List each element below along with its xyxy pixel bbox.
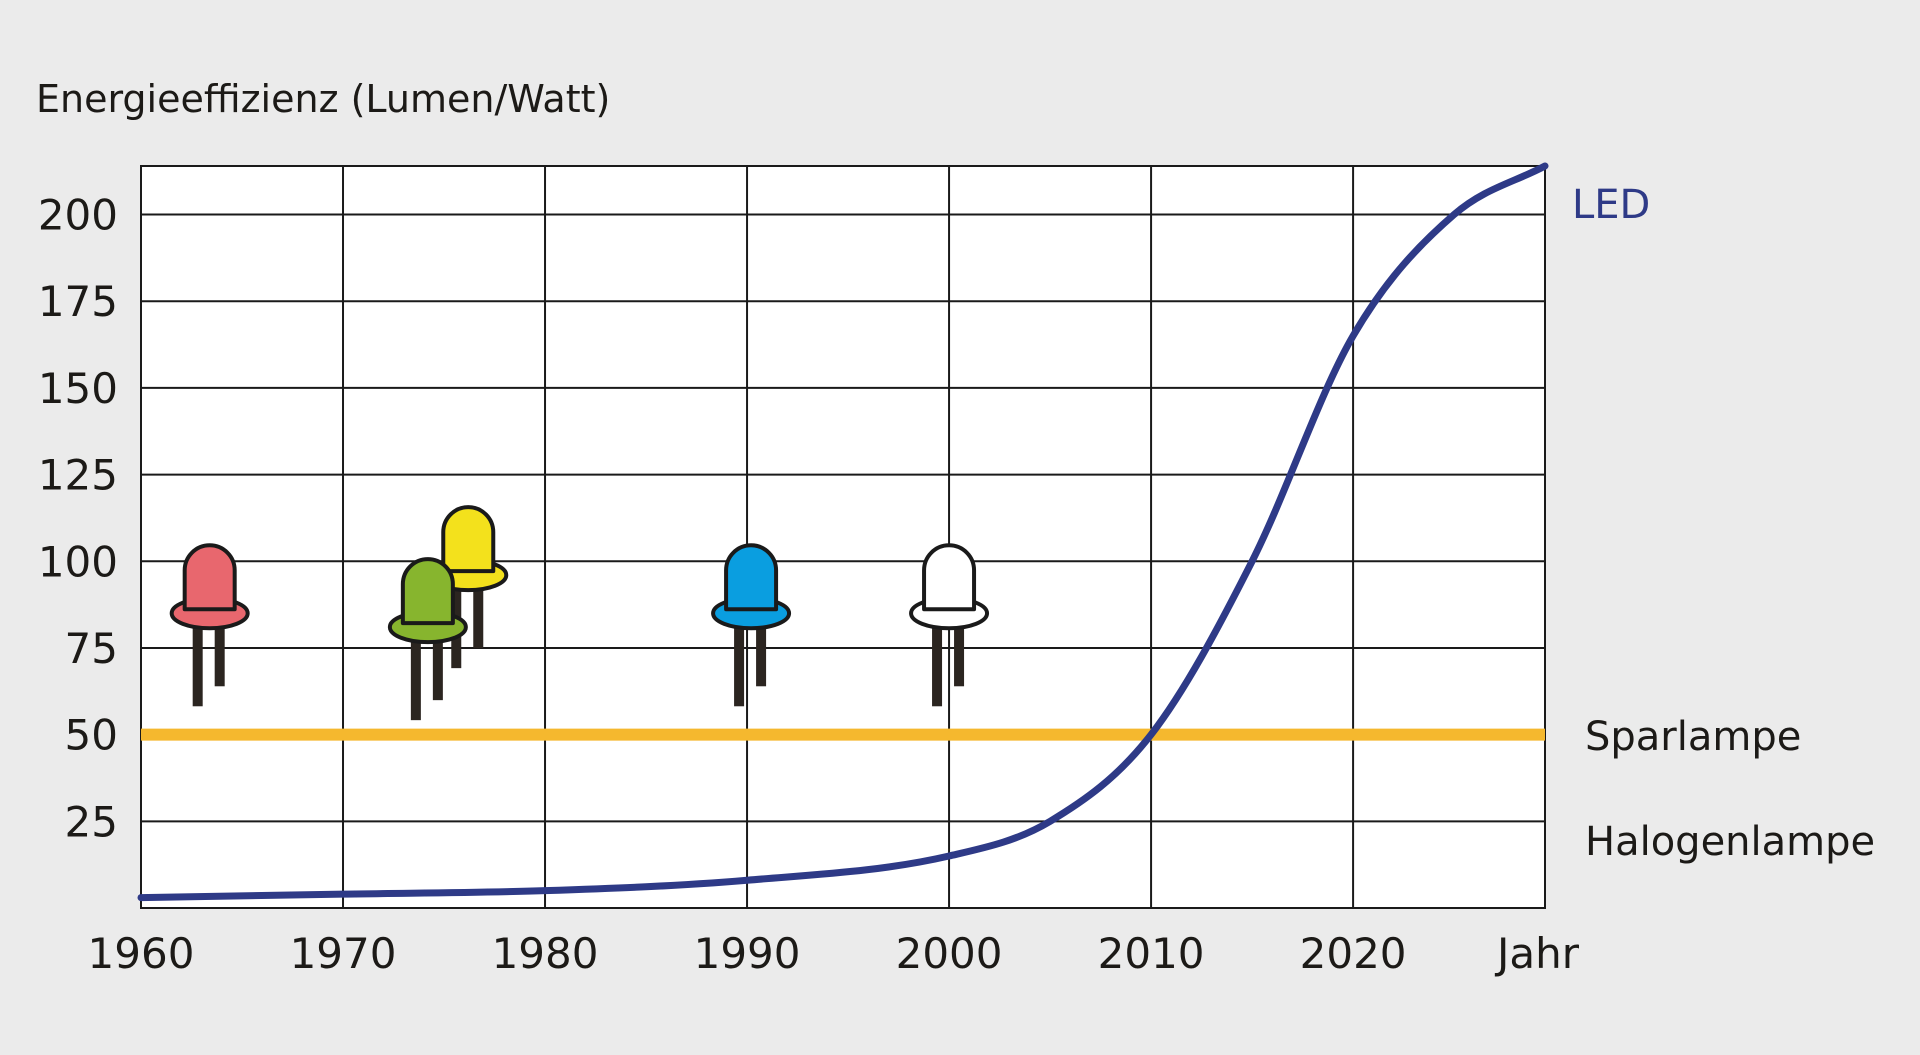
yellow-led-leg-short [473, 585, 484, 649]
x-tick-label-1970: 1970 [290, 929, 397, 978]
plot-area [141, 166, 1545, 908]
yellow-led-dome [441, 505, 496, 574]
white-led-leg-long [932, 623, 943, 707]
x-tick-label-2000: 2000 [896, 929, 1003, 978]
y-tick-label-75: 75 [65, 624, 118, 673]
series-label-led: LED [1572, 182, 1650, 228]
series-label-sparlampe: Sparlampe [1585, 714, 1801, 760]
series-labels: LED Sparlampe Halogenlampe [1572, 182, 1875, 865]
annotation-halogenlampe: Halogenlampe [1585, 819, 1875, 865]
y-tick-label-200: 200 [38, 191, 118, 240]
green-led-leg-long [410, 637, 421, 721]
y-tick-label-125: 125 [38, 451, 118, 500]
series-line-led [137, 162, 1549, 902]
x-tick-label-1960: 1960 [88, 929, 195, 978]
blue-led-dome [724, 543, 779, 612]
green-led-leg-short [432, 637, 443, 701]
green-led-dome [400, 557, 455, 626]
x-tick-label-2010: 2010 [1098, 929, 1205, 978]
y-tick-label-175: 175 [38, 277, 118, 326]
white-led-leg-short [954, 623, 965, 687]
white-led-icon [909, 543, 990, 707]
blue-led-leg-short [756, 623, 767, 687]
series-layer [137, 162, 1549, 902]
plot-frame [140, 165, 1546, 909]
x-tick-label-1980: 1980 [492, 929, 599, 978]
tick-labels: 1960 1970 1980 1990 2000 2010 2020 25 50 75 100 125… [38, 191, 1407, 978]
blue-led-icon [711, 543, 792, 707]
red-led-dome [182, 543, 237, 612]
x-axis-label: Jahr [1494, 929, 1580, 978]
led-icons [169, 505, 990, 721]
x-tick-label-1990: 1990 [694, 929, 801, 978]
y-tick-label-25: 25 [65, 797, 118, 846]
y-tick-label-100: 100 [38, 537, 118, 586]
red-led-leg-long [192, 623, 203, 707]
red-led-leg-short [214, 623, 225, 687]
y-axis-label: Energieeffizienz (Lumen/Watt) [36, 77, 610, 121]
green-led-icon [387, 557, 468, 721]
y-tick-label-150: 150 [38, 364, 118, 413]
y-tick-label-50: 50 [65, 711, 118, 760]
white-led-dome [922, 543, 977, 612]
x-tick-label-2020: 2020 [1300, 929, 1407, 978]
red-led-icon [169, 543, 250, 707]
vertical-gridlines [140, 166, 1355, 908]
blue-led-leg-long [734, 623, 745, 707]
